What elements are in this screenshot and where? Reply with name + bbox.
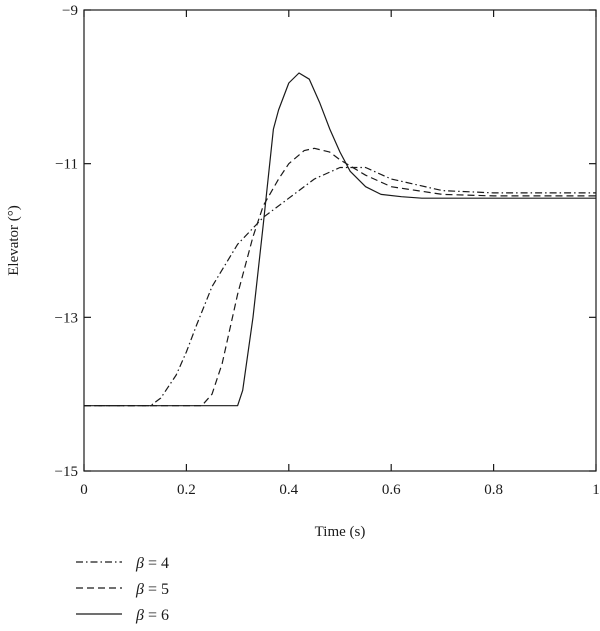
x-tick-label: 0.8 — [484, 482, 503, 498]
legend-entry-2: β = 5 — [135, 581, 169, 598]
x-tick-label: 0.2 — [177, 482, 196, 498]
plot-frame — [83, 9, 597, 472]
series-line-1 — [84, 166, 596, 407]
y-tick-label: −11 — [55, 157, 78, 173]
x-tick-label: 0 — [80, 482, 88, 498]
x-tick-label: 1 — [592, 482, 600, 498]
x-axis-label: Time (s) — [315, 524, 366, 540]
x-tick-label: 0.4 — [279, 482, 298, 498]
y-axis: −15 −13 −11 −9 — [55, 3, 596, 480]
y-tick-label: −15 — [55, 464, 78, 480]
plot-border — [83, 9, 597, 472]
y-tick-label: −13 — [55, 310, 78, 326]
x-axis: 0 0.2 0.4 0.6 0.8 1 — [80, 10, 600, 498]
series-line-2 — [84, 147, 596, 407]
legend: β = 4 β = 5 β = 6 — [76, 555, 169, 624]
series-line-3 — [84, 72, 596, 407]
legend-entry-1: β = 4 — [135, 555, 169, 572]
x-tick-label: 0.6 — [382, 482, 401, 498]
y-axis-label: Elevator (°) — [6, 205, 22, 276]
legend-entry-3: β = 6 — [135, 607, 169, 624]
y-tick-label: −9 — [62, 3, 78, 19]
series-lines — [84, 72, 596, 407]
